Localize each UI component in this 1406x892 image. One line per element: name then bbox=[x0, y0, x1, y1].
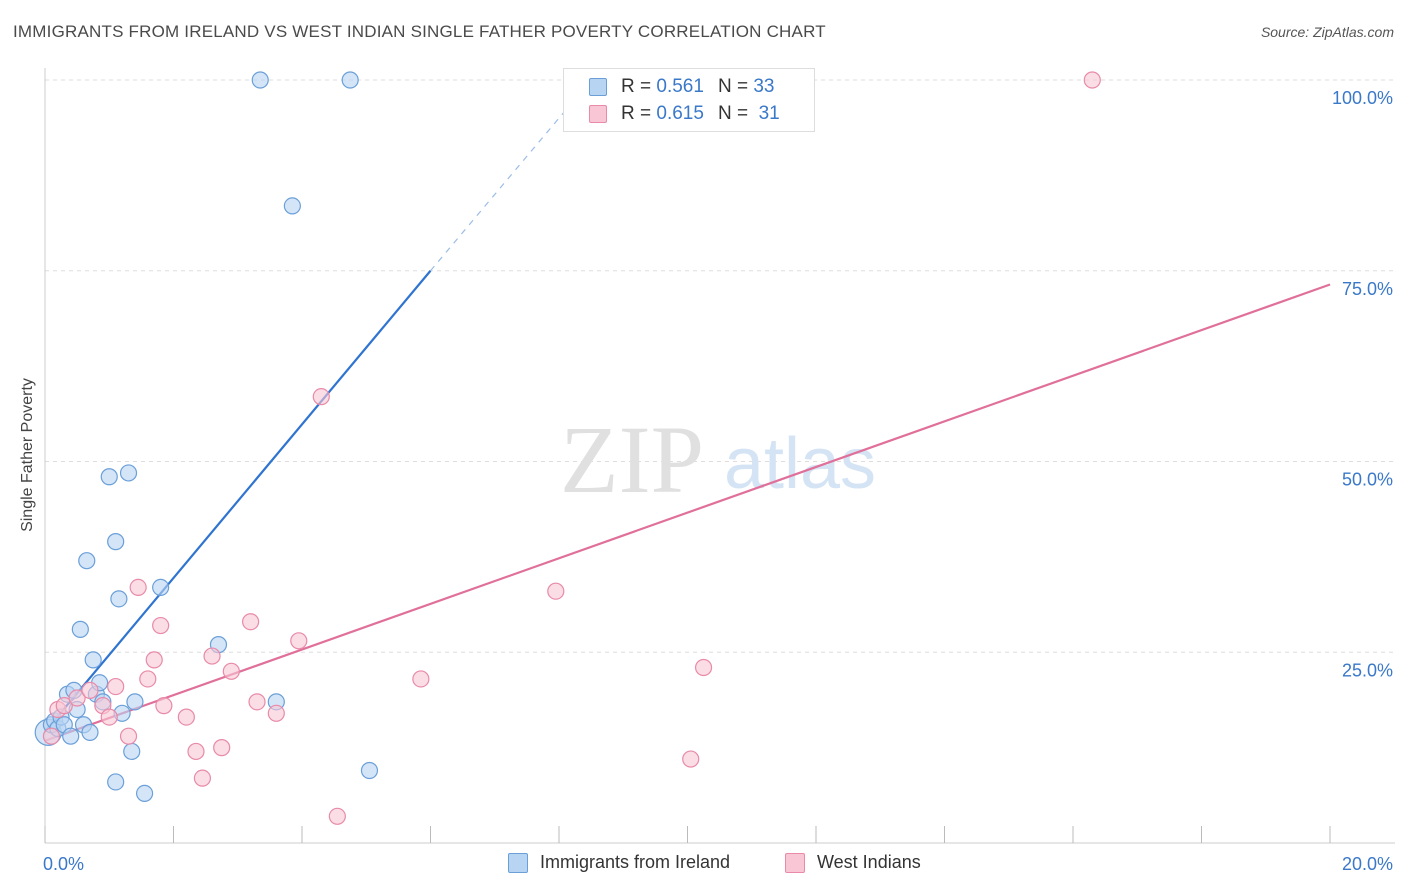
point-ireland bbox=[123, 742, 141, 761]
trend-line-west-indians bbox=[44, 283, 1331, 742]
chart-title: IMMIGRANTS FROM IRELAND VS WEST INDIAN S… bbox=[13, 22, 826, 41]
point-west-indians bbox=[547, 582, 565, 600]
point-ireland bbox=[251, 71, 269, 89]
bottom-legend-label-west-indians: West Indians bbox=[817, 852, 921, 872]
point-ireland bbox=[135, 784, 154, 803]
point-west-indians bbox=[129, 578, 147, 596]
x-tick-label: 0.0% bbox=[43, 854, 84, 874]
legend-r-label: R = bbox=[621, 103, 652, 124]
legend-row-ireland: R = 0.561 N = 33 bbox=[589, 75, 774, 99]
gridlines bbox=[45, 79, 1395, 653]
point-west-indians bbox=[682, 750, 700, 768]
bottom-legend-label-ireland: Immigrants from Ireland bbox=[540, 852, 731, 872]
point-west-indians bbox=[119, 727, 138, 745]
legend-n-value-ireland: 33 bbox=[753, 76, 775, 97]
point-ireland bbox=[341, 71, 359, 89]
point-ireland bbox=[107, 773, 125, 791]
point-west-indians bbox=[203, 647, 221, 665]
legend-box: R = 0.561 N = 33 R = 0.615 N = 31 bbox=[563, 68, 815, 132]
point-west-indians bbox=[312, 388, 330, 406]
point-west-indians bbox=[152, 616, 170, 635]
y-tick-label: 25.0% bbox=[1342, 660, 1393, 680]
point-ireland bbox=[360, 761, 379, 780]
point-west-indians bbox=[213, 739, 231, 757]
point-west-indians bbox=[177, 708, 195, 726]
point-west-indians bbox=[248, 693, 266, 711]
y-tick-label: 100.0% bbox=[1332, 88, 1393, 108]
trend-line-ireland bbox=[44, 270, 432, 733]
point-west-indians bbox=[55, 697, 73, 715]
point-west-indians bbox=[139, 670, 157, 688]
point-west-indians bbox=[100, 708, 118, 726]
point-west-indians bbox=[107, 677, 125, 696]
point-ireland bbox=[78, 552, 96, 570]
bottom-legend-swatch-west-indians bbox=[785, 852, 805, 873]
point-ireland bbox=[62, 727, 80, 745]
point-west-indians bbox=[193, 769, 212, 787]
point-ireland bbox=[110, 590, 128, 608]
watermark: ZIP atlas bbox=[560, 406, 876, 513]
bottom-legend-west-indians: West Indians bbox=[785, 852, 921, 873]
point-ireland bbox=[119, 464, 138, 482]
y-tick-label: 75.0% bbox=[1342, 279, 1393, 299]
point-west-indians bbox=[81, 681, 99, 700]
point-ireland bbox=[81, 723, 99, 741]
legend-swatch-ireland bbox=[589, 78, 607, 96]
legend-r-label: R = bbox=[621, 76, 652, 97]
legend-r-value-west-indians: 0.615 bbox=[656, 103, 704, 124]
axes bbox=[44, 68, 1395, 844]
point-west-indians bbox=[155, 697, 173, 715]
point-west-indians bbox=[267, 704, 285, 722]
point-ireland bbox=[100, 468, 118, 486]
point-west-indians bbox=[187, 742, 205, 761]
point-west-indians bbox=[290, 632, 308, 650]
point-west-indians bbox=[694, 658, 713, 677]
x-tick-label: 20.0% bbox=[1342, 854, 1393, 874]
point-west-indians bbox=[145, 651, 163, 669]
point-west-indians bbox=[1083, 71, 1101, 89]
legend-row-west-indians: R = 0.615 N = 31 bbox=[589, 102, 780, 126]
bottom-legend-swatch-ireland bbox=[508, 852, 528, 873]
legend-n-value-west-indians: 31 bbox=[758, 103, 780, 124]
point-ireland bbox=[126, 693, 144, 711]
point-ireland bbox=[152, 578, 170, 596]
point-west-indians bbox=[68, 689, 86, 707]
point-west-indians bbox=[328, 807, 346, 825]
point-west-indians bbox=[242, 613, 260, 631]
y-tick-label: 50.0% bbox=[1342, 470, 1393, 490]
data-points bbox=[34, 71, 1101, 825]
tick-labels: 25.0% 50.0% 75.0% 100.0% 0.0% 20.0% bbox=[43, 88, 1393, 874]
source-label: Source: ZipAtlas.com bbox=[1260, 24, 1394, 40]
legend-n-label: N = bbox=[717, 103, 749, 124]
point-ireland bbox=[283, 197, 301, 215]
point-ireland bbox=[107, 533, 125, 551]
point-west-indians bbox=[412, 670, 430, 688]
legend-swatch-west-indians bbox=[589, 105, 607, 123]
point-ireland bbox=[71, 620, 89, 638]
point-west-indians bbox=[42, 727, 61, 745]
legend-n-label: N = bbox=[717, 76, 749, 97]
legend-r-value-ireland: 0.561 bbox=[656, 76, 704, 97]
bottom-legend-ireland: Immigrants from Ireland bbox=[508, 852, 730, 873]
point-west-indians bbox=[222, 662, 240, 680]
point-ireland bbox=[84, 651, 102, 669]
watermark-zip: ZIP bbox=[560, 406, 704, 513]
